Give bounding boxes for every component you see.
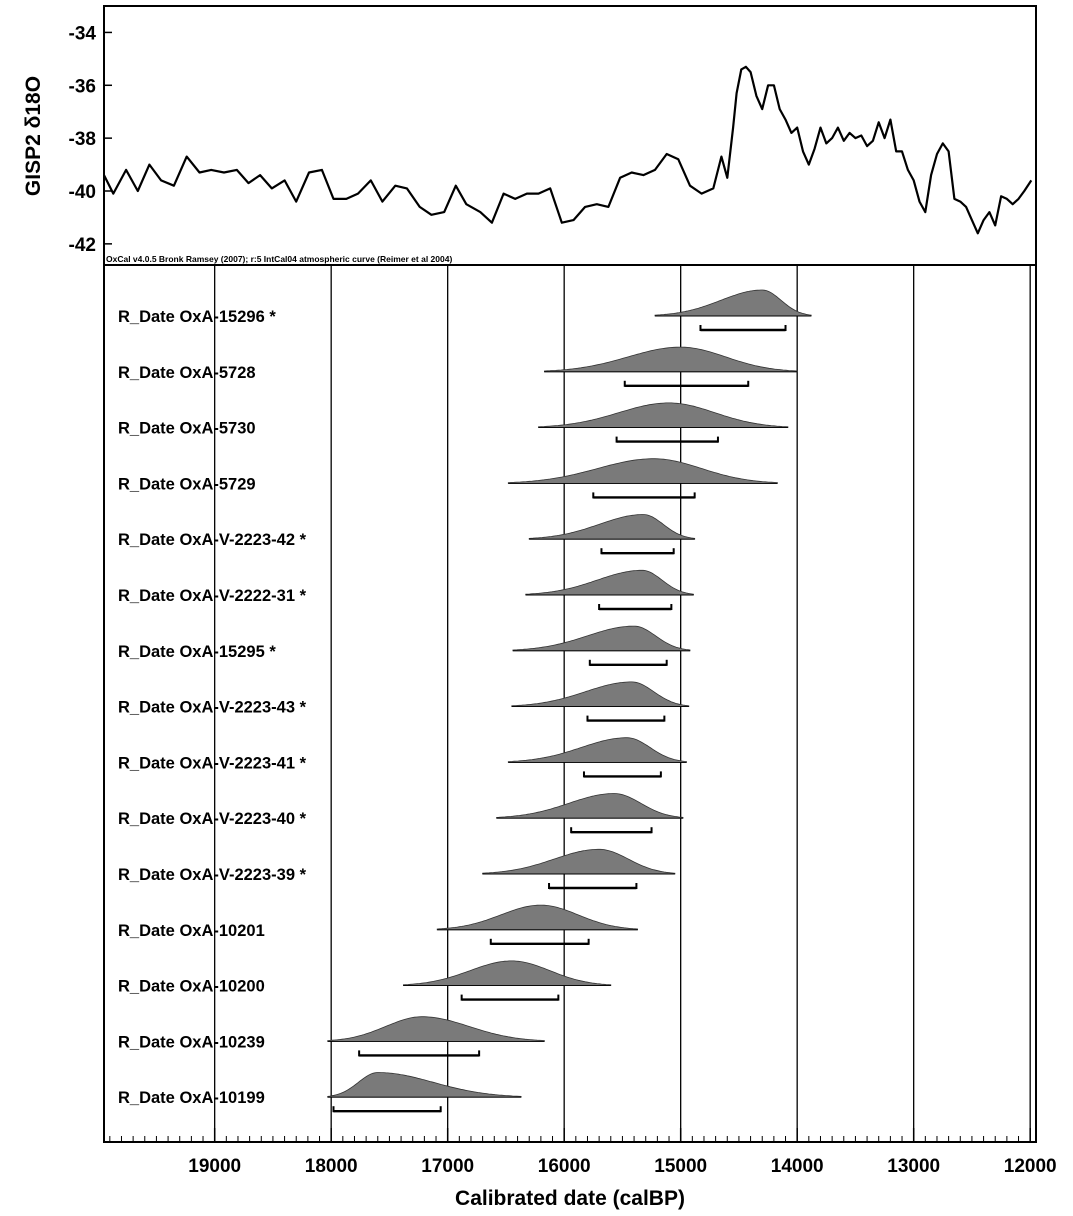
probability-distribution [507, 458, 778, 484]
date-label: R_Date OxA-5730 [118, 420, 256, 438]
gisp2-plot-frame [103, 5, 1037, 266]
x-axis-ticks: 19000 18000 17000 16000 15000 14000 13000 12000 [109, 1128, 1057, 1177]
date-label: R_Date OxA-V-2223-40 * [118, 810, 307, 828]
date-label: R_Date OxA-V-2223-43 * [118, 699, 307, 717]
calibrated-date-row [327, 1072, 522, 1113]
date-label: R_Date OxA-15296 * [118, 308, 276, 326]
gisp2-y-tick-label: -42 [69, 235, 96, 256]
x-tick-label: 15000 [654, 1156, 707, 1177]
gisp2-y-tick-label: -34 [69, 23, 97, 44]
calibrated-date-row [436, 904, 638, 945]
calibrated-date-row [654, 289, 812, 332]
gisp2-d18o-line [103, 65, 1033, 235]
calibrated-date-row [403, 960, 612, 1001]
date-label: R_Date OxA-15295 * [118, 643, 276, 661]
gisp2-y-tick-label: -40 [69, 182, 96, 203]
calibrated-date-row [538, 402, 789, 443]
calibrated-date-row [512, 625, 691, 666]
calibrated-dates [327, 289, 812, 1113]
calibrated-date-row [544, 346, 798, 387]
probability-distribution [544, 346, 798, 373]
date-label: R_Date OxA-5729 [118, 475, 256, 493]
gisp2-y-axis-label: GISP2 δ18O [22, 76, 45, 196]
x-axis-title: Calibrated date (calBP) [455, 1187, 685, 1210]
probability-distribution [512, 625, 691, 652]
calibrated-date-row [528, 514, 696, 555]
x-tick-label: 19000 [188, 1156, 241, 1177]
gisp2-series [103, 65, 1033, 235]
calibrated-date-row [496, 793, 684, 834]
x-tick-label: 17000 [421, 1156, 474, 1177]
x-tick-label: 14000 [771, 1156, 824, 1177]
probability-distribution [528, 514, 696, 540]
x-tick-label: 13000 [887, 1156, 940, 1177]
date-label: R_Date OxA-10239 [118, 1033, 265, 1051]
calibrated-date-row [327, 1016, 545, 1057]
date-label: R_Date OxA-10199 [118, 1089, 265, 1107]
date-label: R_Date OxA-V-2223-41 * [118, 754, 307, 772]
probability-distribution [654, 289, 812, 317]
calibration-plot-frame [103, 264, 1037, 1143]
gisp2-y-ticks: -34 -36 -38 -40 -42 [69, 23, 112, 256]
date-label: R_Date OxA-V-2223-42 * [118, 531, 307, 549]
calibrated-date-row [511, 681, 690, 722]
date-label: R_Date OxA-V-2223-39 * [118, 866, 307, 884]
date-label: R_Date OxA-10200 [118, 978, 265, 996]
probability-distribution [436, 904, 638, 931]
calibrated-date-row [507, 737, 687, 778]
calibrated-date-row [525, 569, 694, 611]
calibrated-date-row [482, 848, 676, 890]
gisp2-y-tick-label: -38 [69, 129, 96, 150]
date-labels: R_Date OxA-15296 * R_Date OxA-5728 R_Date … [118, 308, 307, 1107]
x-tick-label: 18000 [305, 1156, 358, 1177]
probability-distribution [327, 1016, 545, 1042]
date-label: R_Date OxA-10201 [118, 922, 265, 940]
probability-distribution [327, 1072, 522, 1098]
probability-distribution [538, 402, 789, 428]
probability-distribution [511, 681, 690, 707]
gisp2-panel: GISP2 δ18O OxCal v4.0.5 Bronk Ramsey (20… [22, 5, 1037, 266]
probability-distribution [482, 848, 676, 875]
gisp2-y-tick-label: -36 [69, 76, 96, 97]
oxcal-credit-annotation: OxCal v4.0.5 Bronk Ramsey (2007); r:5 In… [106, 254, 452, 264]
probability-distribution [525, 569, 694, 596]
probability-distribution [507, 737, 687, 763]
x-tick-label: 16000 [538, 1156, 591, 1177]
date-label: R_Date OxA-5728 [118, 364, 256, 382]
x-tick-label: 12000 [1004, 1156, 1057, 1177]
probability-distribution [403, 960, 612, 986]
calibration-panel: R_Date OxA-15296 * R_Date OxA-5728 R_Date … [103, 264, 1057, 1210]
probability-distribution [496, 793, 684, 819]
calibrated-date-row [507, 458, 778, 499]
date-label: R_Date OxA-V-2222-31 * [118, 587, 307, 605]
